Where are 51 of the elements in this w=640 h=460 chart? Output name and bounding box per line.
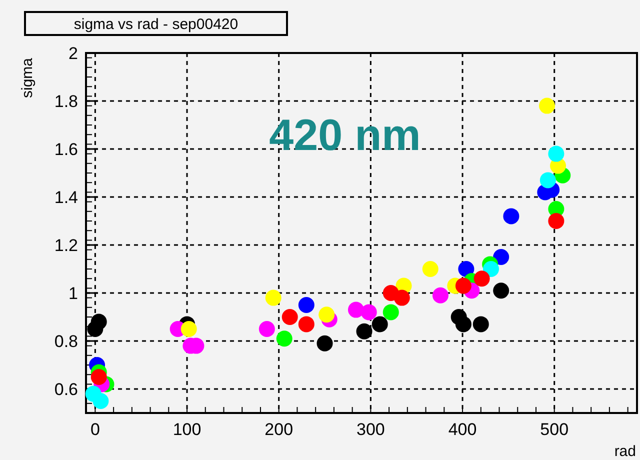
x-axis-title: rad (614, 443, 636, 460)
point (458, 261, 474, 277)
point (432, 287, 448, 304)
point (276, 330, 292, 347)
point (455, 316, 472, 332)
x-tick-label: 100 (172, 420, 202, 439)
y-tick-label: 1.2 (54, 236, 78, 255)
point (422, 261, 438, 277)
point (482, 261, 499, 277)
point (348, 302, 364, 318)
point (298, 297, 314, 313)
point (474, 270, 490, 287)
x-tick-label: 500 (540, 420, 569, 439)
chart-title: sigma vs rad - sep00420 (74, 16, 238, 33)
y-tick-label: 0.6 (54, 380, 78, 399)
point (180, 321, 197, 337)
y-axis-title: sigma (19, 57, 36, 98)
x-tick-label: 200 (264, 420, 294, 439)
annotation: 420 nm (269, 111, 421, 160)
y-tick-label: 1.8 (54, 92, 78, 111)
point (265, 290, 282, 306)
point (360, 304, 377, 320)
x-tick-label: 300 (356, 420, 385, 439)
point (282, 309, 298, 325)
point (90, 314, 107, 330)
point (372, 316, 388, 332)
y-tick-label: 0.8 (54, 332, 78, 351)
y-tick-label: 1 (68, 284, 78, 303)
point (493, 282, 510, 299)
y-tick-label: 2 (68, 44, 78, 63)
point (540, 172, 556, 188)
point (493, 249, 510, 265)
point (394, 290, 410, 306)
point (356, 323, 372, 340)
point (90, 369, 107, 385)
point (382, 304, 399, 320)
point (298, 316, 314, 332)
point (455, 278, 472, 294)
point (318, 306, 335, 323)
y-tick-label: 1.4 (54, 188, 78, 207)
x-tick-label: 0 (90, 420, 100, 439)
point (548, 146, 564, 162)
point (258, 321, 275, 337)
point (539, 98, 556, 114)
point (92, 393, 109, 409)
y-tick-label: 1.6 (54, 140, 78, 159)
x-tick-label: 400 (448, 420, 477, 439)
point (316, 335, 333, 352)
point (472, 316, 489, 332)
point (548, 213, 564, 229)
point (503, 208, 520, 224)
